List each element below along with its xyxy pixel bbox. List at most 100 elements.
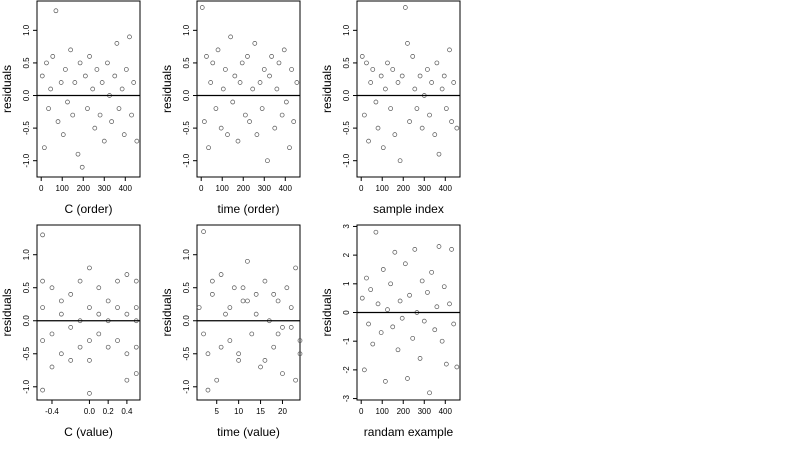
point (385, 60, 390, 66)
point (434, 304, 440, 310)
point (206, 145, 211, 151)
point (96, 285, 102, 291)
x-tick-label: 20 (278, 407, 287, 416)
point (49, 364, 55, 370)
point (242, 112, 248, 118)
point (407, 292, 412, 298)
point (449, 247, 454, 252)
plot-frame (196, 224, 301, 401)
y-tick-label: -1.0 (22, 379, 31, 393)
x-tick-label: 400 (279, 184, 293, 193)
point (417, 356, 423, 361)
point (392, 249, 398, 255)
plot-frame (196, 0, 301, 178)
point (112, 73, 118, 79)
x-tick-label: 10 (234, 407, 243, 416)
y-tick-label: -0.5 (182, 346, 191, 360)
y-tick-label: 0.0 (182, 89, 191, 101)
point (291, 119, 297, 124)
point (280, 371, 285, 376)
point (49, 285, 55, 291)
point (271, 291, 277, 297)
y-tick-label: 1.0 (342, 24, 351, 36)
point (370, 67, 376, 72)
point (87, 391, 92, 396)
plot-frame (356, 0, 461, 178)
point (40, 338, 45, 343)
point (87, 358, 92, 363)
y-tick-label: -1 (342, 337, 351, 345)
point (390, 67, 396, 72)
point (405, 41, 410, 46)
point (378, 73, 384, 79)
y-tick-label: 3 (342, 224, 351, 229)
point (254, 132, 260, 137)
x-tick-label: 300 (258, 184, 272, 193)
point (359, 295, 365, 301)
y-tick-label: 1.0 (182, 249, 191, 261)
point (262, 278, 268, 284)
point (124, 311, 130, 317)
point (366, 138, 371, 144)
point (399, 73, 405, 79)
point (236, 351, 241, 357)
point (441, 73, 447, 79)
point (87, 338, 92, 343)
point (454, 125, 460, 131)
y-tick-label: 2 (342, 252, 351, 257)
point (283, 99, 289, 105)
point (124, 272, 130, 277)
point (284, 285, 290, 291)
point (275, 331, 281, 337)
point (359, 54, 365, 59)
y-tick-label: -1.0 (182, 153, 191, 167)
point (250, 86, 256, 92)
point (388, 106, 393, 111)
x-tick-label: 200 (397, 184, 411, 193)
point (231, 285, 237, 291)
point (201, 229, 206, 234)
point (123, 67, 129, 72)
point (245, 54, 250, 59)
point (199, 5, 205, 10)
point (85, 106, 90, 111)
point (364, 275, 369, 281)
point (443, 106, 449, 111)
y-axis-label: residuals (160, 288, 174, 336)
point (70, 112, 76, 118)
point (434, 60, 440, 66)
point (48, 86, 54, 92)
point (115, 305, 120, 310)
x-tick-label: 200 (397, 407, 411, 416)
point (204, 54, 209, 59)
point (294, 80, 300, 85)
x-axis-label: time (value) (217, 425, 280, 439)
point (218, 344, 224, 350)
x-tick-label: 100 (376, 184, 390, 193)
point (53, 8, 59, 14)
point (115, 338, 120, 343)
point (362, 367, 367, 373)
point (454, 364, 460, 370)
point (392, 132, 398, 137)
point (245, 298, 250, 304)
point (245, 258, 250, 264)
point (280, 325, 285, 330)
y-tick-label: 1 (342, 281, 351, 286)
point (232, 73, 238, 79)
point (410, 335, 416, 341)
point (390, 324, 396, 330)
y-axis-label: residuals (320, 288, 334, 336)
plot-frame (36, 224, 141, 401)
point (49, 331, 55, 337)
x-tick-label: 300 (418, 184, 432, 193)
point (205, 351, 211, 357)
point (68, 325, 74, 330)
point (58, 311, 64, 317)
point (55, 119, 61, 124)
point (209, 291, 215, 297)
point (115, 278, 120, 284)
y-axis-label: residuals (160, 65, 174, 113)
point (421, 318, 427, 324)
point (425, 67, 430, 72)
